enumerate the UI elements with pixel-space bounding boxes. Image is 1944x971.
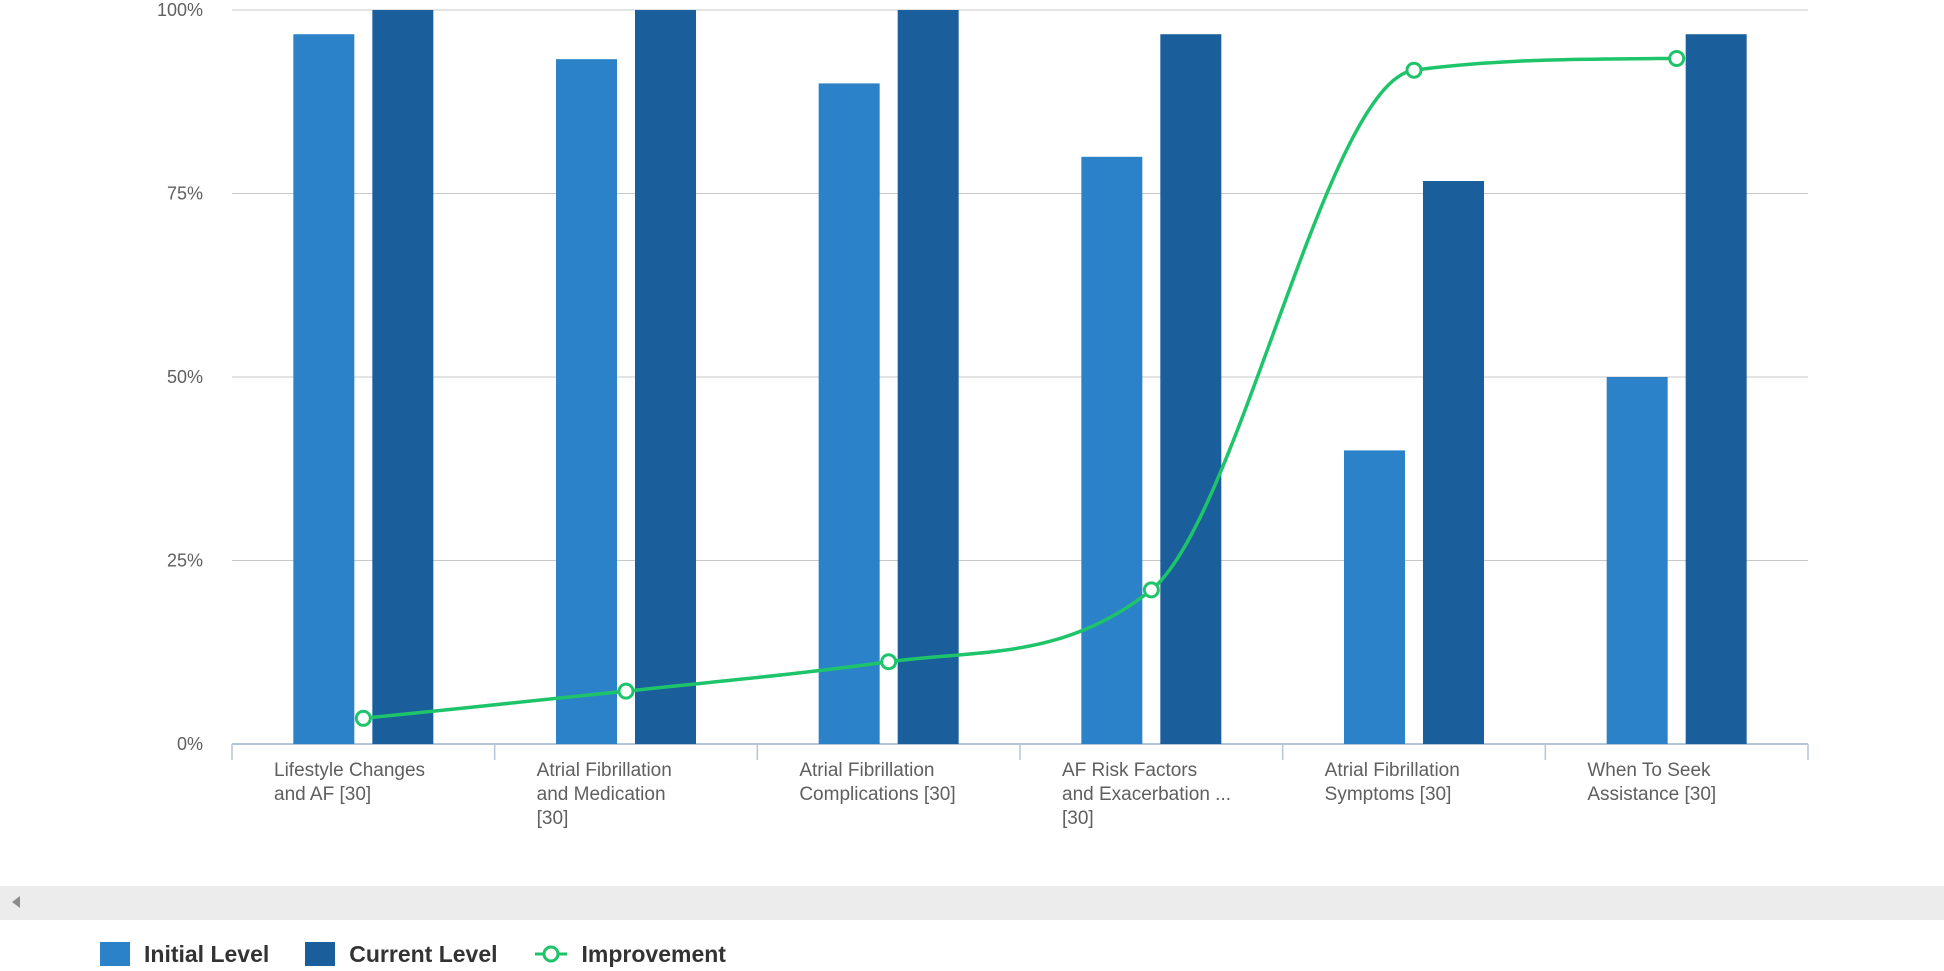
improvement-line-marker-icon <box>534 945 567 963</box>
improvement-point <box>1142 581 1160 599</box>
x-category-label: AF Risk Factors and Exacerbation ... [30] <box>1062 760 1231 829</box>
initial-level-bar <box>293 34 355 745</box>
y-tick-label: 0% <box>177 734 203 754</box>
x-category-label: When To Seek Assistance [30] <box>1587 760 1716 805</box>
current-level-bar <box>1160 34 1222 745</box>
y-tick-label: 75% <box>167 184 203 204</box>
improvement-point <box>880 653 898 671</box>
improvement-point <box>1405 61 1423 79</box>
y-tick-label: 50% <box>167 367 203 387</box>
initial-level-bar <box>1344 450 1405 744</box>
x-category-label: Lifestyle Changes and AF [30] <box>274 760 425 805</box>
y-tick-label: 25% <box>167 551 203 571</box>
y-tick-label: 100% <box>157 0 203 20</box>
legend-marker <box>542 945 560 963</box>
initial-level-swatch-icon <box>100 942 130 966</box>
initial-level-bar <box>1606 377 1668 744</box>
improvement-point <box>617 682 635 700</box>
chart-legend: Initial Level Current Level Improvement <box>100 939 762 969</box>
legend-label-initial-level: Initial Level <box>144 940 270 967</box>
current-level-bar <box>372 10 434 744</box>
x-category-label: Atrial Fibrillation Complications [30] <box>799 760 955 805</box>
legend-label-current-level: Current Level <box>349 940 498 967</box>
initial-level-bar <box>818 83 880 744</box>
combo-chart: 0% 25% 50% 75% 100% Lifestyle Changes and AF [… <box>157 0 1809 829</box>
legend-item-current-level[interactable]: Current Level <box>305 940 498 968</box>
current-level-bar <box>635 10 696 744</box>
improvement-point <box>1668 49 1686 67</box>
current-level-bar <box>1685 34 1747 745</box>
current-level-bar <box>1423 181 1484 745</box>
current-level-bar <box>897 10 959 744</box>
initial-level-bar <box>556 59 617 745</box>
improvement-point <box>354 709 372 727</box>
scroll-left-arrow-icon[interactable] <box>12 896 20 908</box>
legend-label-improvement: Improvement <box>581 940 726 967</box>
horizontal-scrollbar[interactable] <box>0 886 1944 920</box>
x-category-label: Atrial Fibrillation Symptoms [30] <box>1325 760 1460 805</box>
legend-item-initial-level[interactable]: Initial Level <box>100 941 269 968</box>
initial-level-bar <box>1081 156 1143 745</box>
chart-area: 0% 25% 50% 75% 100% Lifestyle Changes and AF [… <box>157 0 1809 829</box>
current-level-swatch-icon <box>305 942 336 966</box>
legend-item-improvement[interactable]: Improvement <box>534 941 726 968</box>
x-category-label: Atrial Fibrillation and Medication [30] <box>537 760 672 829</box>
